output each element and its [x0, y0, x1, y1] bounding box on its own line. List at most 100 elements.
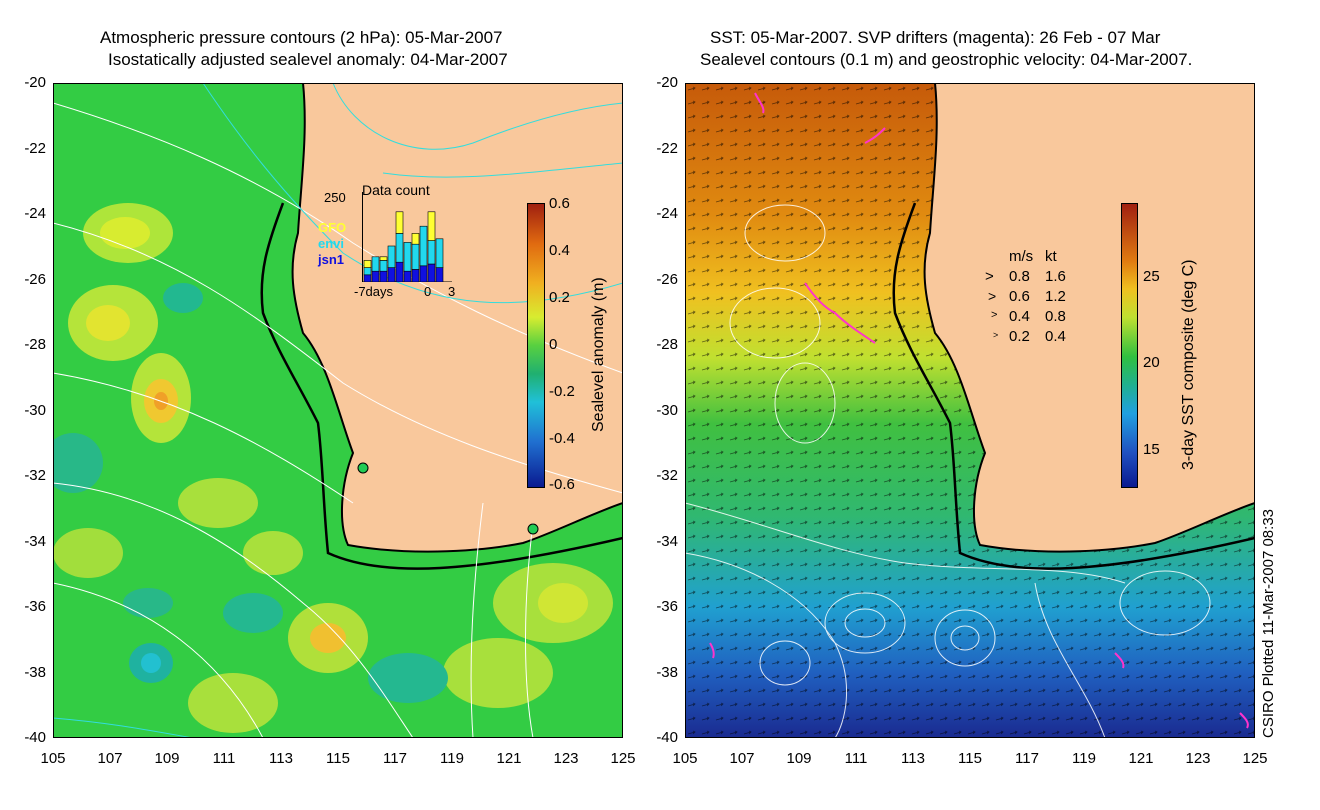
- inset-x-right: 3: [448, 284, 456, 299]
- speed-legend: m/s kt > 0.8 1.6 > 0.6 1.2 > 0.4 0.8 > 0…: [985, 248, 1085, 348]
- inset-bar-gfo: [427, 211, 436, 241]
- anomaly-tick-0: 0: [549, 336, 558, 353]
- inset-bar-jsn1: [395, 261, 404, 282]
- right-map[interactable]: [685, 83, 1255, 738]
- inset-bar-envi: [411, 243, 420, 270]
- speed-row-kt: 0.4: [1045, 328, 1066, 345]
- inset-x-left: -7days: [354, 284, 394, 299]
- left-x-tick: 109: [154, 750, 180, 767]
- right-y-tick: -40: [656, 729, 678, 746]
- left-x-tick: 107: [97, 750, 123, 767]
- right-y-tick: -28: [656, 336, 678, 353]
- left-y-tick: -36: [24, 598, 46, 615]
- sst-tick-25: 25: [1143, 268, 1160, 285]
- speed-row-ms: 0.4: [1009, 308, 1030, 325]
- speed-arrow-icon: >: [991, 309, 998, 321]
- left-y-tick: -28: [24, 336, 46, 353]
- shelf-edge-right: [892, 202, 1255, 570]
- left-x-tick: 113: [269, 750, 293, 767]
- right-y-tick: -26: [656, 270, 678, 288]
- left-x-tick: 121: [496, 750, 522, 767]
- left-y-tick: -20: [24, 74, 46, 91]
- anomaly-tick-neg0.2: -0.2: [549, 383, 575, 400]
- inset-bar-jsn1: [427, 263, 436, 282]
- anomaly-tick-0.4: 0.4: [549, 242, 570, 259]
- speed-row-ms: 0.2: [1009, 328, 1030, 345]
- anomaly-colorbar: [527, 203, 545, 488]
- right-x-tick: 123: [1185, 750, 1211, 767]
- inset-bar-jsn1: [435, 267, 444, 282]
- speed-row-kt: 1.6: [1045, 268, 1066, 285]
- left-x-tick: 117: [383, 750, 407, 767]
- australia-land-right: [924, 83, 1255, 552]
- left-x-tick: 123: [553, 750, 579, 767]
- speed-row-kt: 1.2: [1045, 288, 1066, 305]
- right-x-tick: 113: [901, 750, 925, 767]
- right-title-line1: SST: 05-Mar-2007. SVP drifters (magenta)…: [710, 28, 1161, 47]
- left-x-tick: 119: [440, 750, 464, 767]
- right-x-tick: 125: [1242, 750, 1268, 767]
- inset-bar-gfo: [411, 233, 420, 245]
- anomaly-lows: [53, 283, 448, 703]
- inset-bar-envi: [387, 245, 396, 268]
- inset-bar-jsn1: [419, 265, 428, 282]
- coastline-right: [923, 83, 1255, 553]
- inset-bar-jsn1: [403, 270, 412, 282]
- inset-legend-jsn1: jsn1: [318, 252, 345, 267]
- right-y-tick: -30: [656, 401, 678, 419]
- left-x-tick: 115: [326, 750, 350, 767]
- sealevel-contours: [685, 204, 1211, 738]
- right-x-tick: 115: [958, 750, 982, 767]
- inset-bar-envi: [427, 240, 436, 265]
- left-x-tick: 111: [212, 750, 236, 767]
- inset-bar-gfo: [379, 256, 388, 261]
- speed-row-ms: 0.8: [1009, 268, 1030, 285]
- right-x-tick: 119: [1072, 750, 1096, 767]
- inset-legend-envi: envi: [318, 236, 345, 251]
- inset-bar-jsn1: [387, 267, 396, 282]
- inset-bar-envi: [395, 233, 404, 263]
- speed-legend-header-ms: m/s: [1009, 248, 1034, 265]
- right-x-tick: 105: [672, 750, 698, 767]
- inset-bar-gfo: [395, 211, 404, 234]
- anomaly-tick-0.2: 0.2: [549, 289, 570, 306]
- anomaly-tick-neg0.4: -0.4: [549, 430, 575, 447]
- right-y-tick: -32: [656, 467, 678, 484]
- inset-axis: [362, 192, 452, 282]
- inset-bar-envi: [363, 267, 372, 276]
- sst-tick-15: 15: [1143, 441, 1160, 458]
- left-y-tick: -32: [24, 467, 46, 484]
- inset-bar-jsn1: [363, 274, 372, 282]
- sst-colorbar-label: 3-day SST composite (deg C): [1180, 259, 1197, 470]
- speed-arrow-icon: >: [988, 288, 997, 304]
- speed-arrow-icon: >: [993, 330, 999, 340]
- right-title-line2: Sealevel contours (0.1 m) and geostrophi…: [700, 50, 1193, 69]
- anomaly-tick-0.6: 0.6: [549, 195, 570, 212]
- inset-title: Data count: [362, 182, 430, 198]
- anomaly-tick-neg0.6: -0.6: [549, 476, 575, 493]
- anomaly-colorbar-label: Sealevel anomaly (m): [590, 277, 607, 432]
- inset-bar-gfo: [363, 260, 372, 268]
- left-x-tick: 125: [610, 750, 636, 767]
- inset-bar-envi: [371, 256, 380, 272]
- right-y-tick: -38: [656, 663, 678, 681]
- right-y-tick: -34: [656, 532, 678, 550]
- inset-bar-envi: [435, 238, 444, 268]
- coastline: [291, 83, 623, 553]
- tide-gauge-fremantle[interactable]: [357, 462, 369, 474]
- right-x-tick: 107: [729, 750, 755, 767]
- right-y-tick: -24: [656, 205, 678, 222]
- tide-gauge-esperance[interactable]: [527, 523, 539, 535]
- left-title-line2: Isostatically adjusted sealevel anomaly:…: [108, 50, 508, 69]
- sst-colorbar: [1121, 203, 1138, 488]
- left-title-line1: Atmospheric pressure contours (2 hPa): 0…: [100, 28, 503, 47]
- shelf-edge: [260, 202, 623, 570]
- left-y-tick: -34: [24, 532, 46, 550]
- left-y-tick: -30: [24, 401, 46, 419]
- inset-legend-gfo: GFO: [318, 220, 347, 235]
- inset-bar-envi: [379, 260, 388, 272]
- sst-tick-20: 20: [1143, 354, 1160, 371]
- speed-row-kt: 0.8: [1045, 308, 1066, 325]
- right-y-tick: -36: [656, 598, 678, 615]
- inset-bar-jsn1: [371, 270, 380, 282]
